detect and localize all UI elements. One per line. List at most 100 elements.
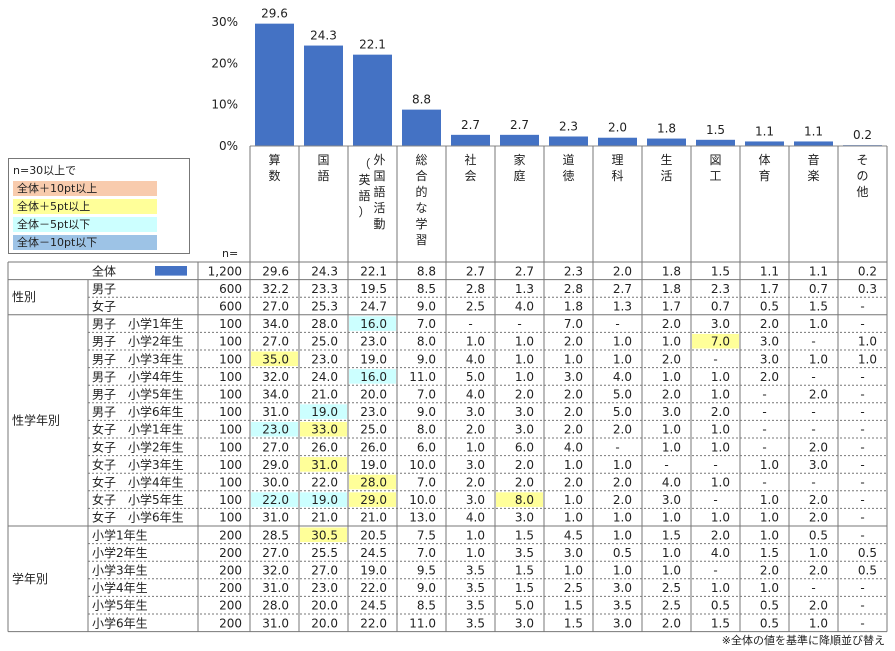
cell-value: 3.0 [515, 423, 534, 437]
cell-value: 2.0 [613, 476, 632, 490]
cell-value: 1.0 [662, 546, 681, 560]
category-label: 動 [373, 217, 385, 231]
cell-value: 9.0 [417, 581, 436, 595]
cell-value: 2.0 [564, 423, 583, 437]
cell-value: 1.8 [662, 282, 681, 296]
cell-value: 20.0 [311, 616, 338, 630]
cell-value: 2.0 [564, 476, 583, 490]
cell-value: - [860, 423, 864, 437]
bar [402, 109, 441, 146]
cell-value: - [811, 405, 815, 419]
cell-value: 8.0 [417, 335, 436, 349]
cell-value: - [811, 423, 815, 437]
cell-value: 2.0 [809, 564, 828, 578]
row-label: 女子 小学1年生 [92, 422, 184, 437]
row-n: 100 [219, 405, 242, 419]
category-label: 徳 [562, 168, 574, 183]
row-n: 200 [219, 599, 242, 613]
cell-value: 1.0 [662, 335, 681, 349]
cell-value: 16.0 [360, 370, 387, 384]
cell-value: - [860, 458, 864, 472]
cell-value: 2.0 [662, 388, 681, 402]
cell-value: 35.0 [262, 352, 289, 366]
cell-value: 11.0 [409, 616, 436, 630]
cell-value: 1.1 [809, 264, 828, 278]
highlight-cell [349, 369, 396, 384]
cell-value: 8.8 [417, 264, 436, 278]
cell-value: 2.0 [613, 493, 632, 507]
cell-value: 1.0 [809, 317, 828, 331]
cell-value: 11.0 [409, 370, 436, 384]
cell-value: 1.0 [858, 352, 877, 366]
cell-value: 1.0 [564, 511, 583, 525]
cell-value: 29.0 [360, 493, 387, 507]
cell-value: - [664, 458, 668, 472]
cell-value: 9.0 [417, 352, 436, 366]
bar [745, 141, 784, 146]
cell-value: 1.0 [515, 352, 534, 366]
cell-value: 1.0 [809, 352, 828, 366]
cell-value: 8.0 [515, 493, 534, 507]
cell-value: 8.0 [417, 423, 436, 437]
cell-value: 1.0 [662, 423, 681, 437]
row-n: 200 [219, 546, 242, 560]
cell-value: 27.0 [311, 564, 338, 578]
row-label: 女子 小学5年生 [92, 492, 184, 507]
cell-value: 1.0 [711, 370, 730, 384]
group-label: 性学年別 [12, 412, 60, 427]
cell-value: 1.5 [515, 528, 534, 542]
row-label: 全体 [92, 263, 116, 278]
cell-value: 1.0 [613, 335, 632, 349]
cell-value: 7.5 [417, 528, 436, 542]
cell-value: 4.0 [515, 300, 534, 314]
cell-value: 25.3 [311, 300, 338, 314]
cell-value: 1.0 [613, 458, 632, 472]
cell-value: 1.3 [613, 300, 632, 314]
row-label: 男子 小学4年生 [92, 369, 184, 384]
cell-value: 3.0 [662, 405, 681, 419]
category-label: 英 [358, 173, 370, 187]
cell-value: 19.0 [360, 458, 387, 472]
category-label: 語 [373, 184, 385, 199]
cell-value: 2.7 [515, 264, 534, 278]
cell-value: 1.0 [711, 440, 730, 454]
cell-value: 1.5 [515, 581, 534, 595]
row-n: 200 [219, 528, 242, 542]
cell-value: 7.0 [417, 476, 436, 490]
cell-value: 7.0 [417, 546, 436, 560]
cell-value: 19.0 [360, 352, 387, 366]
cell-value: 7.0 [417, 388, 436, 402]
cell-value: 5.0 [466, 370, 485, 384]
cell-value: 23.0 [262, 423, 289, 437]
cell-value: 16.0 [360, 317, 387, 331]
cell-value: 1.0 [613, 511, 632, 525]
cell-value: 2.0 [711, 528, 730, 542]
cell-value: 4.0 [466, 352, 485, 366]
bar-value-label: 2.7 [461, 118, 480, 132]
row-label: 小学2年生 [92, 545, 148, 560]
row-n: 100 [219, 335, 242, 349]
cell-value: 8.5 [417, 282, 436, 296]
cell-value: 19.0 [360, 564, 387, 578]
cell-value: - [860, 599, 864, 613]
cell-value: 0.2 [858, 264, 877, 278]
category-label: 図 [709, 153, 721, 167]
highlight-cell [300, 421, 347, 437]
cell-value: 1.0 [613, 528, 632, 542]
cell-value: 2.0 [564, 335, 583, 349]
cell-value: 1.0 [809, 546, 828, 560]
cell-value: 20.5 [360, 528, 387, 542]
category-label: 音 [807, 152, 819, 167]
cell-value: 4.0 [662, 476, 681, 490]
cell-value: 0.5 [613, 546, 632, 560]
legend-item-minus5: 全体－5pt以下 [13, 217, 157, 232]
cell-value: 1.1 [760, 264, 779, 278]
row-n: 600 [219, 300, 242, 314]
bar-value-label: 8.8 [412, 93, 431, 107]
cell-value: 24.7 [360, 300, 387, 314]
cell-value: 27.0 [262, 546, 289, 560]
category-label: 会 [464, 169, 476, 183]
cell-value: 23.3 [311, 282, 338, 296]
cell-value: 24.3 [311, 264, 338, 278]
cell-value: - [713, 564, 717, 578]
